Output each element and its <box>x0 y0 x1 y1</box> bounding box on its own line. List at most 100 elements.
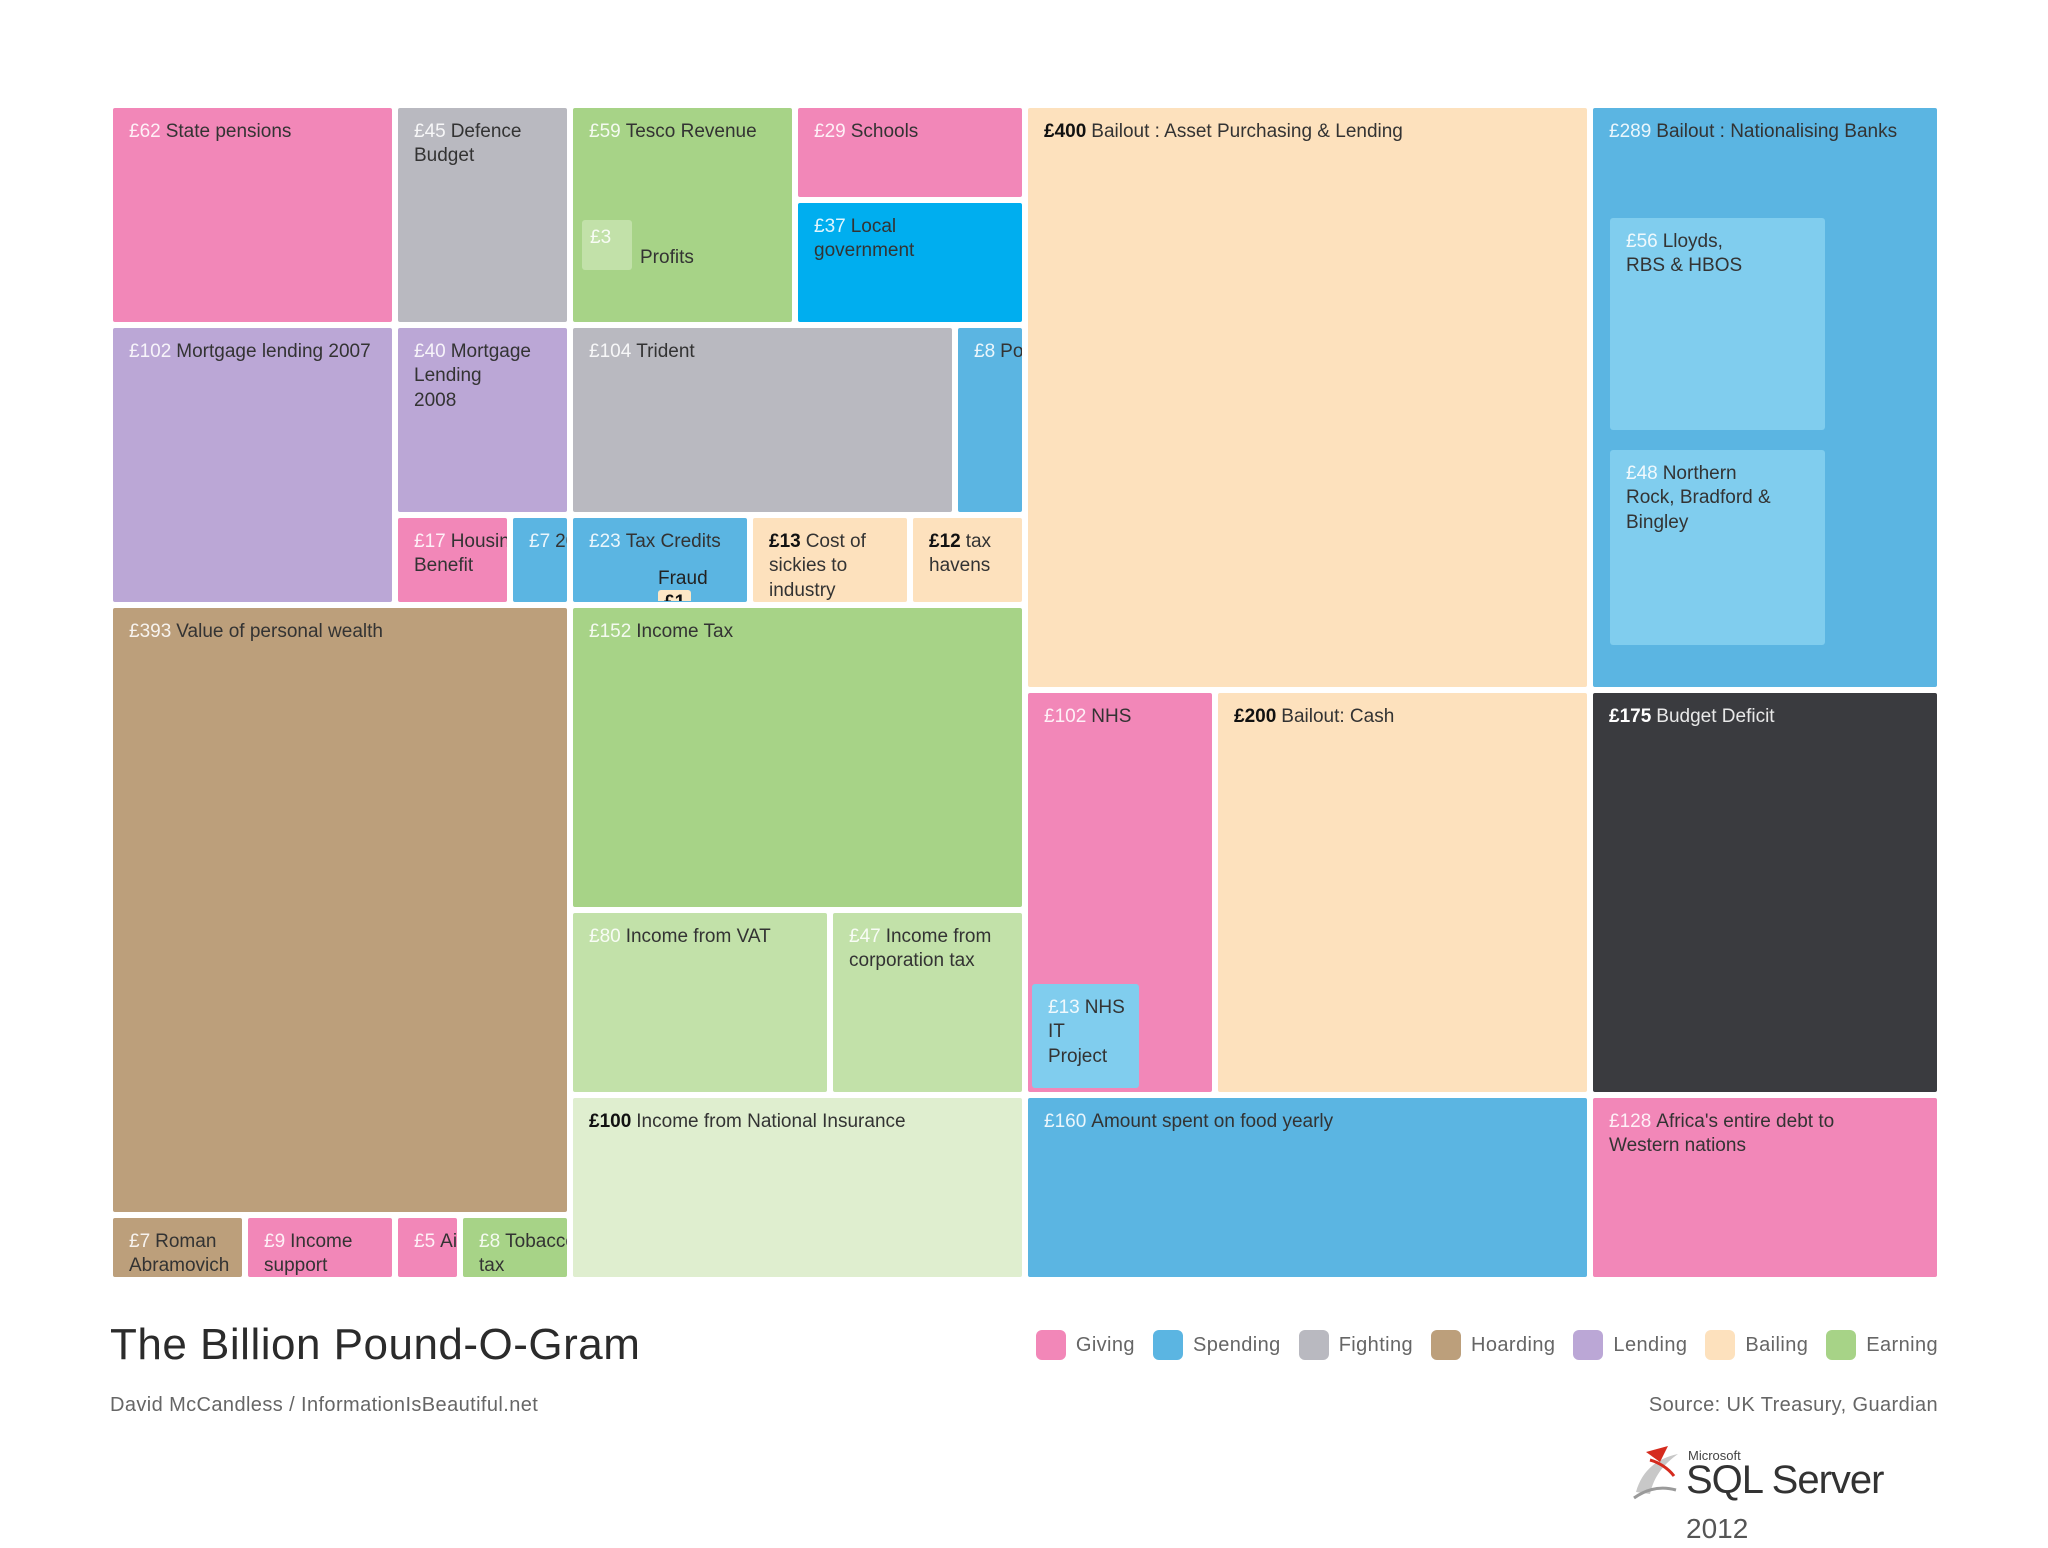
cell-label: Fraud <box>658 568 708 589</box>
treemap-cell-local-government: £37 Local government <box>795 200 1025 325</box>
cell-amount: £59 <box>589 121 621 142</box>
treemap-cell-tax-havens: £12 tax havens <box>910 515 1025 605</box>
cell-amount: £104 <box>589 341 632 362</box>
treemap-cell-housing-benefit: £17Housing Benefit <box>395 515 510 605</box>
cell-label: Tax Credits <box>625 531 721 552</box>
cell-label: Schools <box>850 121 919 142</box>
cell-label: NHS <box>1091 706 1132 727</box>
legend-swatch <box>1035 1330 1066 1360</box>
cell-label: Local government <box>814 216 915 262</box>
treemap-cell-fraud: Fraud £1 <box>652 563 748 601</box>
legend-swatch <box>1826 1330 1857 1360</box>
cell-amount: £8 <box>974 341 996 362</box>
cell-label: Northern Rock, Bradford & Bingley <box>1626 463 1771 533</box>
cell-label: Aid <box>440 1231 458 1252</box>
cell-amount: £102 <box>1044 706 1087 727</box>
legend-label: Giving <box>1075 1333 1135 1356</box>
cell-label: Value of personal wealth <box>176 621 383 642</box>
cell-amount: £80 <box>589 926 621 947</box>
legend-swatch <box>1705 1330 1736 1360</box>
legend-label: Hoarding <box>1471 1333 1556 1356</box>
chart-title: The Billion Pound-O-Gram <box>110 1320 641 1369</box>
cell-label: Bailout : Nationalising Banks <box>1656 121 1898 142</box>
cell-amount: £3 <box>590 227 612 248</box>
legend-swatch <box>1431 1330 1462 1360</box>
legend-swatch <box>1152 1330 1183 1360</box>
legend-item-earning: Earning <box>1826 1330 1938 1360</box>
legend-label: Spending <box>1192 1333 1281 1356</box>
cell-label: Income from National Insurance <box>636 1111 906 1132</box>
legend-label: Bailing <box>1745 1333 1809 1356</box>
treemap-cell-trident: £104 Trident <box>570 325 955 515</box>
sql-server-logo: Microsoft SQL Server 2012 <box>1628 1440 1928 1544</box>
cell-amount: £200 <box>1234 706 1277 727</box>
cell-amount: £40 <box>414 341 446 362</box>
treemap-cell-profits: £3 <box>582 220 632 270</box>
logo-year: 2012 <box>1686 1513 1749 1544</box>
cell-amount: £56 <box>1626 231 1658 252</box>
legend-swatch <box>1298 1330 1329 1360</box>
cell-amount: £7 <box>529 531 551 552</box>
cell-label: Bailout : Asset Purchasing & Lending <box>1091 121 1403 142</box>
cell-amount: £400 <box>1044 121 1087 142</box>
cell-label: Police <box>1000 341 1025 362</box>
treemap-cell-tesco-revenue: £59 Tesco Revenue <box>570 105 795 325</box>
treemap-cell-budget-deficit: £175 Budget Deficit <box>1590 690 1940 1095</box>
cell-amount: £13 <box>1048 997 1080 1018</box>
cell-amount: £102 <box>129 341 172 362</box>
treemap-cell-northern-rock-bradford-bingley: £48 Northern Rock, Bradford & Bingley <box>1610 450 1825 645</box>
treemap-cell-income-from-corporation-tax: £47 Income from corporation tax <box>830 910 1025 1095</box>
treemap-cell-state-pensions: £62 State pensions <box>110 105 395 325</box>
legend-item-spending: Spending <box>1152 1330 1281 1360</box>
treemap-cell-income-from-vat: £80 Income from VAT <box>570 910 830 1095</box>
treemap-cell-aid: £5Aid <box>395 1215 460 1280</box>
legend-label: Earning <box>1866 1333 1938 1356</box>
cell-amount: £48 <box>1626 463 1658 484</box>
cell-amount: £23 <box>589 531 621 552</box>
logo-product-name: SQL Server <box>1686 1458 1884 1502</box>
logo-product: SQL Server 2012 <box>1686 1458 1928 1548</box>
byline: David McCandless / InformationIsBeautifu… <box>110 1394 539 1416</box>
cell-label: Africa's entire debt to Western nations <box>1609 1111 1835 1157</box>
cell-label: Income support <box>264 1231 353 1277</box>
cell-amount: £8 <box>479 1231 501 1252</box>
cell-label: Tobacco tax <box>479 1231 570 1277</box>
treemap-cell-mortgage-lending-2007: £102 Mortgage lending 2007 <box>110 325 395 605</box>
legend-item-fighting: Fighting <box>1298 1330 1413 1360</box>
cell-label: Roman Abramovich <box>129 1231 230 1277</box>
logo-brand: Microsoft <box>1688 1448 1741 1463</box>
treemap-cell-mortgage-lending-2008: £40 Mortgage Lending 2008 <box>395 325 570 515</box>
cell-amount: £29 <box>814 121 846 142</box>
treemap-cell-tax-credits: £23 Tax Credits <box>570 515 750 605</box>
cell-label: Mortgage lending 2007 <box>176 341 371 362</box>
cell-label: Bailout: Cash <box>1281 706 1395 727</box>
treemap-cell-defence-budget: £45 Defence Budget <box>395 105 570 325</box>
cell-label: Tesco Revenue <box>625 121 757 142</box>
sql-server-logo-icon <box>1633 1446 1678 1500</box>
legend-item-giving: Giving <box>1035 1330 1135 1360</box>
treemap-cell-income-from-national-insurance: £100 Income from National Insurance <box>570 1095 1025 1280</box>
cell-label: Income Tax <box>636 621 734 642</box>
cell-label: 2012 <box>555 531 567 552</box>
cell-amount: £62 <box>129 121 161 142</box>
legend-item-lending: Lending <box>1573 1330 1687 1360</box>
treemap-cell-schools: £29 Schools <box>795 105 1025 200</box>
cell-amount: £12 <box>929 531 961 552</box>
treemap-cell-bailout-cash: £200 Bailout: Cash <box>1215 690 1590 1095</box>
cell-label: Mortgage Lending 2008 <box>414 341 531 411</box>
cell-amount: £393 <box>129 621 172 642</box>
cell-label: Income from corporation tax <box>849 926 992 972</box>
treemap-cell-nhs-it-project: £13 NHS IT Project <box>1032 984 1139 1088</box>
treemap-cell-lloyds-rbs-hbos: £56 Lloyds, RBS & HBOS <box>1610 218 1825 430</box>
legend-swatch <box>1573 1330 1604 1360</box>
cell-amount: £175 <box>1609 706 1652 727</box>
treemap-cell-africa-s-entire-debt-to-western-nations: £128 Africa's entire debt to Western nati… <box>1590 1095 1940 1280</box>
treemap-cell-2012: £7 2012 <box>510 515 570 605</box>
treemap-cell-cost-of-sickies-to-industry: £13 Cost of sickies to industry <box>750 515 910 605</box>
legend-item-bailing: Bailing <box>1705 1330 1808 1360</box>
cell-amount: £45 <box>414 121 446 142</box>
source-credit: Source: UK Treasury, Guardian <box>1648 1394 1938 1416</box>
cell-amount: £1 <box>658 590 692 601</box>
cell-amount: £160 <box>1044 1111 1087 1132</box>
